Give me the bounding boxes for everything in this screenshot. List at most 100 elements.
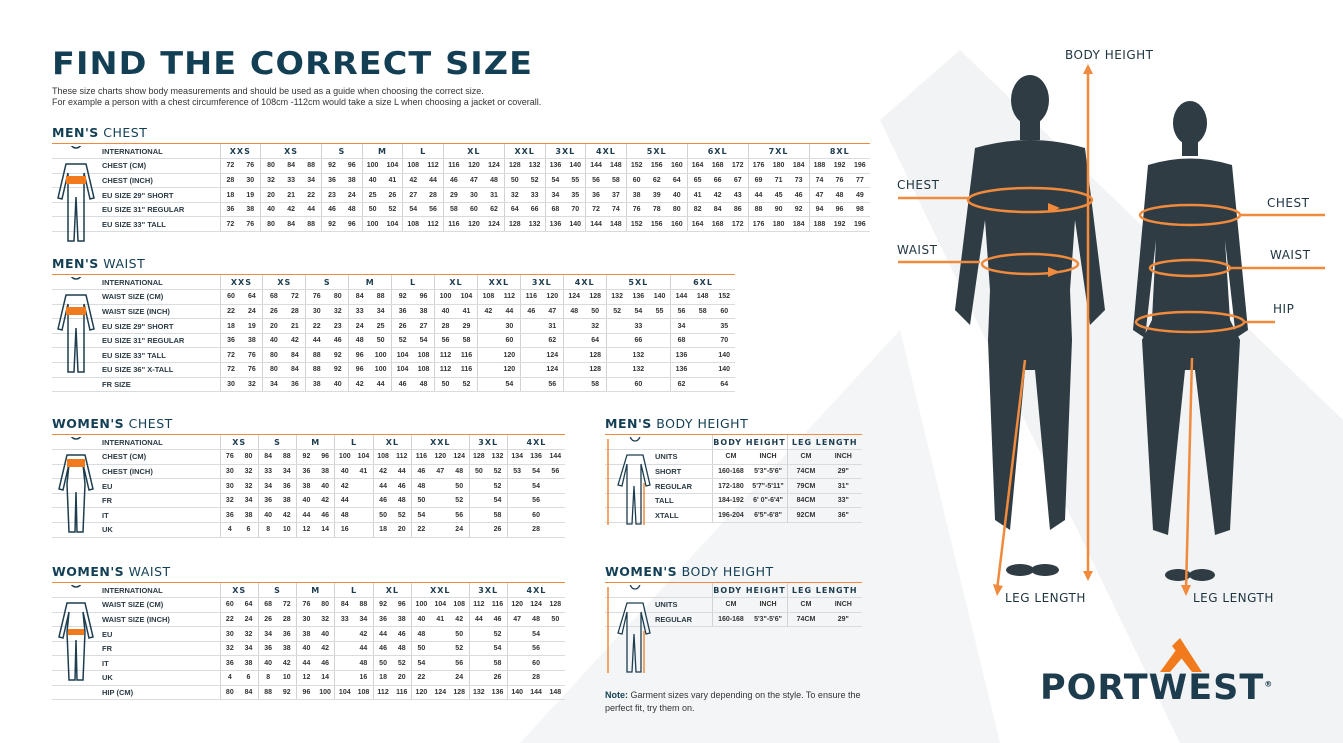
table-cell: 6 — [239, 522, 259, 538]
table-cell: 40 — [296, 493, 316, 509]
table-cell: 28 — [526, 522, 546, 538]
table-cell: 50 — [372, 507, 393, 524]
table-cell: 52 — [449, 641, 470, 657]
size-header: 4XL — [506, 435, 565, 451]
table-cell — [430, 655, 450, 672]
table-row: EU SIZE 29" SHORT 18 19 20 21 22 23 24 25 26 27 28 2… — [52, 187, 870, 203]
table-cell: 6'5"-6'8" — [749, 507, 787, 524]
table-cell: 54 — [411, 655, 431, 672]
table-cell: 108 — [402, 216, 424, 233]
table-cell: 124 — [562, 289, 585, 305]
table-cell: 4 — [219, 670, 240, 686]
table-cell: 5'3"-5'6" — [749, 612, 787, 628]
table-cell: 92 — [296, 449, 316, 465]
size-header: 3XL — [519, 275, 564, 291]
mens-chest-table: INTERNATIONAL XXS XS S M L XL XXL 3XL 4XL 5XL 6XL 7X… — [52, 143, 870, 242]
table-cell: 88 — [301, 158, 322, 174]
size-header: L — [334, 435, 374, 451]
table-cell: 116 — [455, 362, 478, 378]
table-cell: 34 — [262, 377, 285, 393]
size-header-row: INTERNATIONAL XS S M L XL XXL 3XL 4XL — [52, 435, 565, 451]
table-cell: 46 — [788, 187, 810, 203]
table-cell: 33 — [348, 304, 371, 320]
table-cell: 46 — [315, 655, 335, 672]
table-cell: 96 — [341, 158, 363, 174]
table-cell: 124 — [430, 685, 450, 701]
table-cell: 92 — [321, 216, 342, 233]
table-cell: 46 — [372, 493, 393, 509]
table-cell: 26 — [488, 522, 508, 538]
table-cell: 56 — [585, 173, 606, 189]
table-cell: 168 — [707, 216, 728, 233]
table-row: EU SIZE 29" SHORT 18 19 20 21 22 23 24 25 26 27 28 2… — [52, 318, 735, 334]
table-row: EU SIZE 33" TALL 72 76 80 84 88 92 96 100 104 108 1… — [52, 347, 735, 364]
table-cell: 76 — [296, 597, 316, 613]
table-cell: 58 — [488, 655, 508, 672]
table-row: EU SIZE 33" TALL 72 76 80 84 88 92 96 100 104 108 1… — [52, 216, 870, 233]
table-cell: 42 — [334, 478, 355, 494]
table-cell: 88 — [301, 216, 322, 233]
table-cell: INCH — [824, 597, 862, 613]
table-cell — [354, 522, 374, 538]
table-cell: 176 — [747, 216, 769, 233]
table-cell — [476, 318, 499, 334]
table-cell: 58 — [488, 507, 508, 524]
table-cell: 74CM — [786, 612, 825, 628]
table-cell — [562, 347, 585, 364]
table-cell: 160 — [666, 158, 688, 174]
table-cell: 47 — [541, 304, 564, 320]
table-cell: 48 — [484, 173, 505, 189]
table-cell: 80 — [262, 347, 285, 364]
table-cell: 148 — [691, 289, 714, 305]
table-cell: 68 — [262, 289, 285, 305]
table-row: UK 4 6 8 10 12 14 16 18 20 22 24 26 28 — [52, 522, 565, 538]
table-cell: 48 — [411, 478, 431, 494]
size-header: S — [257, 583, 297, 599]
header-label: INTERNATIONAL — [52, 275, 221, 291]
womens-waist-table: INTERNATIONAL XS S M L XL XXL 3XL 4XL WAIST SIZE … — [52, 582, 565, 701]
table-cell: 50 — [468, 464, 489, 480]
table-cell: 196-204 — [711, 507, 750, 524]
size-header: XL — [372, 435, 412, 451]
table-cell: 60 — [526, 655, 546, 672]
womens-chest-table: INTERNATIONAL XS S M L XL XXL 3XL 4XL CHEST (CM) 7… — [52, 434, 565, 538]
table-cell: 38 — [305, 377, 328, 393]
table-cell: 80 — [260, 158, 281, 174]
table-row: EU 30 32 34 36 38 40 42 44 46 48 50 52 54 — [52, 478, 565, 494]
table-cell: 6 — [239, 670, 259, 686]
table-cell — [468, 655, 489, 672]
size-header: LEG LENGTH — [786, 435, 862, 451]
table-cell: 48 — [449, 464, 470, 480]
table-cell: 12 — [296, 670, 316, 686]
table-cell: 60 — [219, 597, 240, 613]
table-cell: 188 — [808, 158, 830, 174]
table-cell: 36 — [391, 304, 414, 320]
table-cell: 84 — [284, 362, 306, 378]
table-cell: 66 — [524, 202, 545, 218]
table-cell: 33 — [334, 612, 355, 628]
table-cell: 80 — [219, 685, 240, 701]
body-figure-icon — [607, 437, 651, 525]
table-cell: 56 — [526, 641, 546, 657]
table-cell — [519, 333, 542, 349]
table-cell: 29" — [824, 612, 862, 628]
table-cell: 22 — [411, 670, 431, 686]
size-header: XL — [372, 583, 412, 599]
table-cell: 31 — [484, 187, 505, 203]
table-cell: 72 — [585, 202, 606, 218]
table-cell: 104 — [391, 347, 414, 364]
table-cell: 172 — [727, 158, 749, 174]
table-row: REGULAR 172-180 5'7"-5'11" 79CM 31" — [605, 478, 862, 494]
table-cell: 50 — [449, 626, 470, 642]
size-header: XXS — [219, 144, 261, 160]
table-cell: 124 — [484, 158, 505, 174]
table-cell: 64 — [503, 202, 525, 218]
table-cell: 24 — [341, 187, 363, 203]
table-cell: 92 — [788, 202, 810, 218]
table-cell: 18 — [372, 522, 393, 538]
table-cell: 32 — [239, 478, 259, 494]
table-cell: 18 — [219, 187, 241, 203]
table-cell: 8 — [257, 522, 278, 538]
table-cell: 48 — [526, 612, 546, 628]
table-cell: 100 — [370, 362, 392, 378]
